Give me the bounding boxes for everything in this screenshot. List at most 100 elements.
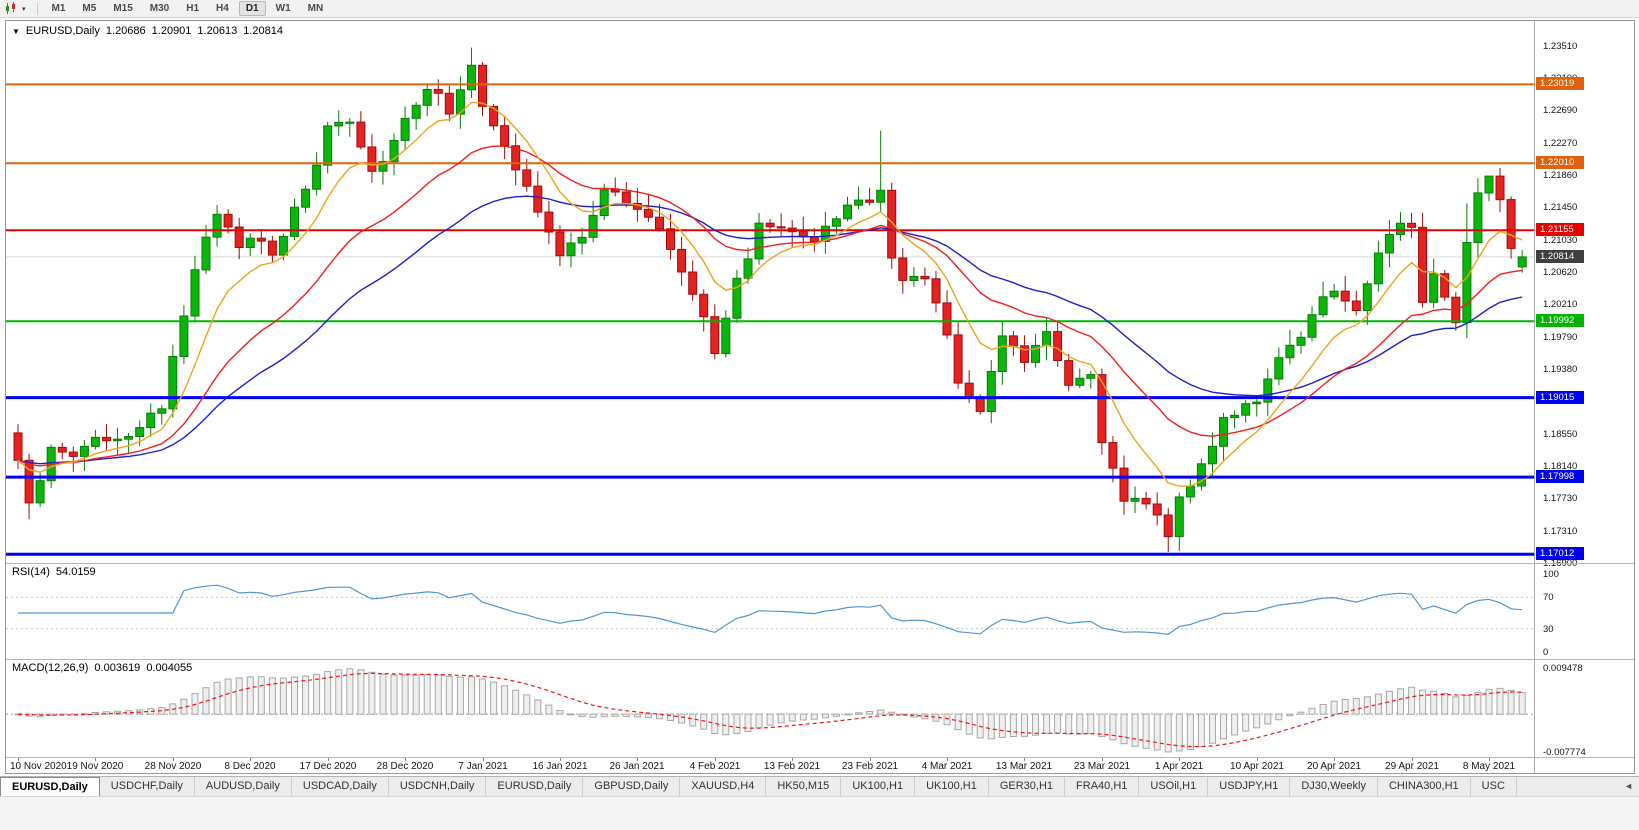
- price-axis[interactable]: 1.235101.231001.226901.222701.218601.214…: [1534, 21, 1634, 773]
- timeframe-button-m15[interactable]: M15: [113, 3, 133, 14]
- chart-tab-uk100-h1[interactable]: UK100,H1: [841, 777, 916, 796]
- candle: [356, 121, 366, 148]
- chart-tab-audusd-daily[interactable]: AUDUSD,Daily: [195, 777, 292, 796]
- date-tick: [18, 758, 19, 761]
- macd-histogram-bar: [302, 675, 310, 715]
- timeframe-button-mn[interactable]: MN: [307, 3, 324, 14]
- candle: [765, 222, 775, 228]
- chart-tab-usdjpy-h1[interactable]: USDJPY,H1: [1208, 777, 1291, 796]
- chart-tab-usoil-h1[interactable]: USOil,H1: [1139, 777, 1209, 796]
- macd-histogram-bar: [821, 713, 829, 719]
- candle: [1042, 331, 1052, 347]
- candle: [444, 92, 454, 115]
- candle: [1462, 242, 1472, 324]
- fast-ma-line: [17, 101, 1523, 487]
- price-chart-canvas[interactable]: [6, 21, 1534, 563]
- chart-tab-usdcnh-daily[interactable]: USDCNH,Daily: [389, 777, 487, 796]
- candle: [588, 214, 598, 238]
- price-axis-label: 1.19380: [1543, 364, 1578, 375]
- timeframe-button-d1[interactable]: D1: [238, 1, 266, 16]
- candle: [124, 436, 134, 440]
- macd-histogram-bar: [1319, 704, 1327, 715]
- candle: [223, 213, 233, 228]
- level-price-box[interactable]: 1.23019: [1536, 77, 1584, 90]
- candle: [688, 271, 698, 295]
- macd-histogram-bar: [1087, 713, 1095, 735]
- chart-tab-ger30-h1[interactable]: GER30,H1: [989, 777, 1066, 796]
- candle: [168, 356, 178, 410]
- chart-menu-icon[interactable]: ▼: [12, 26, 20, 36]
- chart-tab-usdcad-daily[interactable]: USDCAD,Daily: [292, 777, 389, 796]
- macd-histogram-bar: [346, 668, 354, 715]
- candle: [1373, 252, 1383, 285]
- level-price-box[interactable]: 1.17998: [1536, 470, 1584, 483]
- timeframe-button-m5[interactable]: M5: [82, 3, 97, 14]
- timeframe-button-m30[interactable]: M30: [149, 3, 170, 14]
- rsi-axis-label: 70: [1543, 592, 1554, 603]
- chart-tab-eurusd-daily[interactable]: EURUSD,Daily: [486, 777, 584, 796]
- price-pane[interactable]: ▼ EURUSD,Daily 1.20686 1.20901 1.20613 1…: [6, 21, 1534, 563]
- level-price-box[interactable]: 1.21155: [1536, 223, 1584, 236]
- candle: [245, 237, 255, 248]
- candle: [1285, 344, 1295, 359]
- mid-ma-line: [17, 145, 1523, 467]
- timeframe-button-m1[interactable]: M1: [51, 3, 66, 14]
- chart-tab-dj30-weekly[interactable]: DJ30,Weekly: [1290, 777, 1378, 796]
- date-tick: [1257, 758, 1258, 761]
- macd-pane[interactable]: MACD(12,26,9) 0.003619 0.004055: [6, 660, 1534, 757]
- candle: [455, 89, 465, 115]
- macd-histogram-bar: [390, 674, 398, 715]
- candle: [157, 408, 167, 414]
- macd-histogram-bar: [622, 713, 630, 717]
- macd-histogram-bar: [567, 713, 575, 716]
- date-axis-label: 7 Jan 2021: [458, 761, 508, 772]
- candle: [1208, 445, 1217, 465]
- rsi-pane[interactable]: RSI(14) 54.0159: [6, 564, 1534, 659]
- chart-tab-xauusd-h4[interactable]: XAUUSD,H4: [680, 777, 767, 796]
- level-price-box[interactable]: 1.19992: [1536, 314, 1584, 327]
- candle: [710, 316, 720, 355]
- candlestick-chart-icon[interactable]: [4, 2, 19, 15]
- candle: [555, 231, 565, 257]
- pane-splitter[interactable]: [6, 659, 1634, 660]
- price-axis-label: 1.22270: [1543, 138, 1578, 149]
- chart-tab-china300-h1[interactable]: CHINA300,H1: [1378, 777, 1471, 796]
- macd-histogram-bar: [1175, 713, 1183, 752]
- candle: [323, 125, 333, 166]
- candle: [35, 480, 45, 504]
- chart-tab-hk50-m15[interactable]: HK50,M15: [766, 777, 842, 796]
- level-price-box[interactable]: 1.17012: [1536, 547, 1584, 560]
- rsi-axis-label: 30: [1543, 624, 1554, 635]
- macd-histogram-bar: [1352, 698, 1360, 715]
- macd-histogram-bar: [1153, 713, 1161, 751]
- candle: [898, 257, 908, 281]
- date-tick: [1179, 758, 1180, 761]
- macd-histogram-bar: [1452, 696, 1460, 715]
- tab-scroll-icon[interactable]: ◄: [1621, 781, 1636, 791]
- level-price-box[interactable]: 1.22010: [1536, 156, 1584, 169]
- macd-histogram-bar: [468, 676, 475, 715]
- candle: [975, 397, 985, 412]
- candle: [1196, 463, 1206, 487]
- chart-tab-usc[interactable]: USC: [1471, 777, 1517, 796]
- candle: [887, 189, 897, 259]
- timeframe-button-w1[interactable]: W1: [275, 3, 291, 14]
- chart-tab-fra40-h1[interactable]: FRA40,H1: [1065, 777, 1140, 796]
- candle: [345, 121, 355, 124]
- rsi-chart-canvas[interactable]: [6, 564, 1534, 659]
- chart-tab-uk100-h1[interactable]: UK100,H1: [915, 777, 989, 796]
- chart-symbol-label: EURUSD,Daily: [25, 25, 100, 37]
- level-price-box[interactable]: 1.19015: [1536, 391, 1584, 404]
- timeframe-button-h1[interactable]: H1: [186, 3, 200, 14]
- date-axis[interactable]: 10 Nov 2020 19 Nov 2020 28 Nov 2020 8 Dec 2…: [6, 758, 1534, 773]
- chart-tab-eurusd-daily[interactable]: EURUSD,Daily: [0, 777, 100, 796]
- candle: [544, 211, 554, 233]
- chart-tab-gbpusd-daily[interactable]: GBPUSD,Daily: [583, 777, 681, 796]
- pane-splitter[interactable]: [6, 563, 1634, 564]
- candle: [190, 269, 200, 317]
- chart-tab-usdchf-daily[interactable]: USDCHF,Daily: [100, 777, 195, 796]
- macd-histogram-bar: [855, 712, 863, 715]
- timeframe-button-h4[interactable]: H4: [216, 3, 229, 14]
- macd-chart-canvas[interactable]: [6, 660, 1534, 757]
- chart-type-caret-icon[interactable]: ▾: [22, 5, 26, 13]
